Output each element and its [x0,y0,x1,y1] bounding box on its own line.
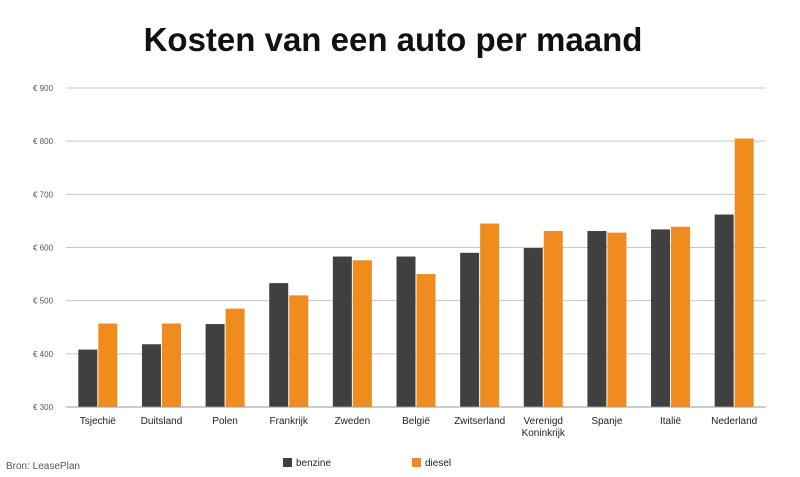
y-tick-label: € 600 [33,244,54,253]
y-tick-label: € 700 [33,190,54,199]
bar-benzine [205,324,225,407]
bar-diesel [734,138,754,407]
bar-diesel [416,274,436,407]
bar-benzine [78,349,98,407]
bar-benzine [651,229,671,407]
y-tick-label: € 300 [33,403,54,412]
y-tick-label: € 900 [33,84,54,93]
bar-benzine [269,283,289,407]
bar-benzine [460,252,480,407]
bar-diesel [480,223,500,407]
bar-diesel [289,295,309,407]
bars [78,138,754,407]
legend-label-benzine: benzine [296,458,331,469]
x-tick-label: Spanje [591,416,623,427]
bar-benzine [523,248,543,407]
x-tick-label: Frankrijk [270,416,309,427]
legend-swatch-diesel [412,458,421,467]
x-tick-label: Polen [212,416,238,427]
bar-diesel [671,226,691,407]
bar-benzine [141,344,161,407]
bar-diesel [98,323,118,407]
source-note: Bron: LeasePlan [6,461,80,472]
bar-diesel [352,260,372,407]
x-tick-label: Verenigd Koninkrijk [522,416,566,439]
legend: benzine diesel [283,458,451,469]
x-tick-label: Duitsland [141,416,183,427]
bar-benzine [587,231,607,407]
x-tick-label: Italië [660,416,682,427]
chart-title: Kosten van een auto per maand [144,21,643,58]
bar-benzine [714,214,734,407]
legend-swatch-benzine [283,458,292,467]
legend-label-diesel: diesel [425,458,451,469]
y-tick-label: € 500 [33,297,54,306]
bar-diesel [607,232,627,407]
y-tick-label: € 800 [33,137,54,146]
bar-benzine [332,256,352,407]
bar-diesel [225,308,245,407]
bar-diesel [543,231,563,407]
x-tick-label: Tsjechië [80,416,117,427]
y-tick-label: € 400 [33,350,54,359]
grid-lines [66,87,766,355]
x-tick-label: België [402,416,430,427]
x-tick-label: Nederland [711,416,757,427]
x-axis-labels: Tsjechië Duitsland Polen Frankrijk Zweden Bel… [80,416,758,439]
x-tick-label: Zwitserland [454,416,505,427]
bar-benzine [396,256,416,407]
x-tick-label: Zweden [335,416,371,427]
y-axis-ticks: € 300 € 400 € 500 € 600 € 700 € 800 € 900 [33,84,54,412]
bar-diesel [161,323,181,407]
